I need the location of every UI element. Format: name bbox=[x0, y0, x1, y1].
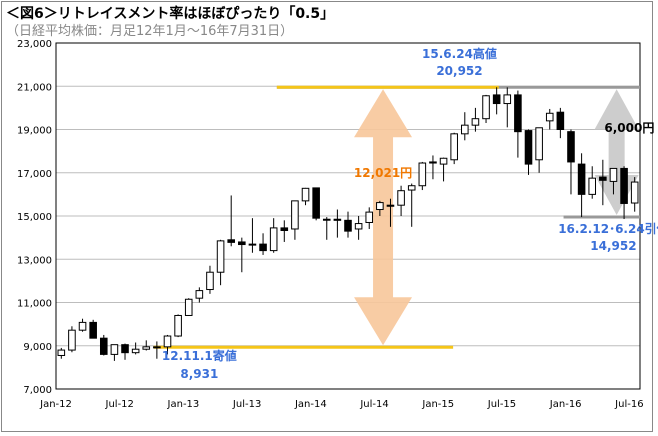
chart-title: ＜図6＞リトレイスメント率はほぼぴったり「0.5」 bbox=[6, 6, 335, 22]
chart-subtitle: （日経平均株価：月足12年1月〜16年7月31日） bbox=[6, 24, 294, 39]
right-range-value-label: 6,000円 bbox=[604, 121, 654, 135]
candle-body bbox=[577, 163, 586, 195]
candle-body bbox=[216, 240, 225, 273]
x-axis-tick-labels: Jan-12 Jul-12 Jan-13 Jul-13 Jan-14 Jul-14 Jan-… bbox=[39, 399, 643, 410]
candle-body bbox=[556, 111, 565, 130]
candle-body bbox=[238, 241, 246, 246]
candle-body bbox=[78, 321, 87, 331]
candle-body bbox=[545, 112, 554, 122]
candle-body bbox=[131, 348, 140, 354]
candle-body bbox=[280, 227, 289, 231]
x-tick-label: Jul-15 bbox=[487, 399, 516, 410]
candle-body bbox=[344, 219, 352, 232]
low-date-label: 16.2.12･6.24引値 bbox=[558, 221, 658, 236]
candle-body bbox=[206, 271, 214, 291]
candle-body bbox=[503, 94, 512, 105]
candle-body bbox=[174, 314, 182, 337]
candle-body bbox=[599, 176, 607, 181]
range-value-label: 12,021円 bbox=[354, 166, 412, 180]
candle-body bbox=[482, 95, 490, 120]
y-tick-label: 17,000 bbox=[17, 169, 52, 180]
candle-body bbox=[429, 161, 437, 164]
reference-lines bbox=[153, 85, 640, 349]
candle-body bbox=[354, 223, 363, 230]
y-tick-label: 19,000 bbox=[17, 126, 52, 137]
candle-body bbox=[609, 167, 618, 182]
candle-body bbox=[630, 181, 639, 204]
x-tick-label: Jan-16 bbox=[549, 399, 582, 410]
y-tick-label: 23,000 bbox=[17, 39, 52, 50]
x-tick-label: Jan-14 bbox=[294, 399, 327, 410]
candles bbox=[57, 87, 639, 361]
candle-body bbox=[471, 118, 480, 126]
x-tick-label: Jul-14 bbox=[359, 399, 388, 410]
low-value-label: 14,952 bbox=[590, 239, 636, 253]
x-tick-label: Jul-16 bbox=[614, 399, 643, 410]
candle-body bbox=[418, 162, 427, 187]
x-tick-label: Jan-15 bbox=[421, 399, 454, 410]
candle-body bbox=[259, 243, 267, 252]
annotations: 15.6.24高値 20,952 12.11.1寄値 8,931 12,021円… bbox=[162, 46, 658, 381]
y-tick-label: 21,000 bbox=[17, 82, 52, 93]
candle-body bbox=[248, 243, 257, 246]
x-tick-label: Jul-13 bbox=[232, 399, 261, 410]
candle-body bbox=[524, 130, 533, 165]
y-axis-tick-labels: 7,000 9,000 11,000 13,000 15,000 17,000 19,000… bbox=[17, 39, 52, 396]
high-value-label: 20,952 bbox=[436, 64, 482, 78]
candle-body bbox=[153, 346, 161, 349]
candle-body bbox=[461, 124, 469, 135]
candle-body bbox=[439, 157, 448, 165]
candle-body bbox=[514, 94, 522, 133]
candle-body bbox=[333, 218, 342, 221]
candle-body bbox=[386, 204, 395, 207]
candle-body bbox=[269, 227, 278, 252]
candle-body bbox=[301, 187, 310, 202]
candle-body bbox=[142, 346, 151, 350]
y-tick-label: 9,000 bbox=[23, 342, 52, 353]
candle-body bbox=[397, 190, 405, 206]
candle-body bbox=[312, 187, 320, 219]
open-value-label: 8,931 bbox=[180, 367, 218, 381]
high-date-label: 15.6.24高値 bbox=[422, 46, 497, 61]
candle-body bbox=[227, 239, 235, 243]
candle-body bbox=[365, 211, 374, 223]
candle-body bbox=[322, 218, 331, 221]
candle-body bbox=[110, 344, 119, 355]
candle-body bbox=[89, 321, 97, 339]
candle-body bbox=[567, 131, 575, 163]
candle-body bbox=[620, 167, 628, 204]
candle-body bbox=[184, 298, 193, 316]
candle-body bbox=[291, 200, 299, 230]
y-tick-label: 11,000 bbox=[17, 299, 52, 310]
candle-body bbox=[68, 329, 76, 351]
candle-body bbox=[163, 335, 172, 348]
x-tick-label: Jul-12 bbox=[105, 399, 134, 410]
y-tick-label: 13,000 bbox=[17, 255, 52, 266]
x-tick-label: Jan-13 bbox=[167, 399, 200, 410]
candle-body bbox=[407, 185, 416, 191]
y-tick-label: 15,000 bbox=[17, 212, 52, 223]
candle-body bbox=[588, 177, 597, 195]
orange-double-arrow bbox=[354, 89, 413, 346]
candle-body bbox=[450, 133, 458, 161]
candle-body bbox=[535, 127, 543, 161]
x-tick-label: Jan-12 bbox=[39, 399, 72, 410]
y-tick-label: 7,000 bbox=[23, 385, 52, 396]
candle-body bbox=[376, 202, 384, 211]
candle-body bbox=[121, 344, 129, 354]
candle-body bbox=[99, 337, 108, 355]
candle-body bbox=[195, 290, 204, 299]
candle-body bbox=[492, 94, 501, 105]
candle-body bbox=[57, 349, 66, 356]
open-date-label: 12.11.1寄値 bbox=[162, 348, 237, 363]
